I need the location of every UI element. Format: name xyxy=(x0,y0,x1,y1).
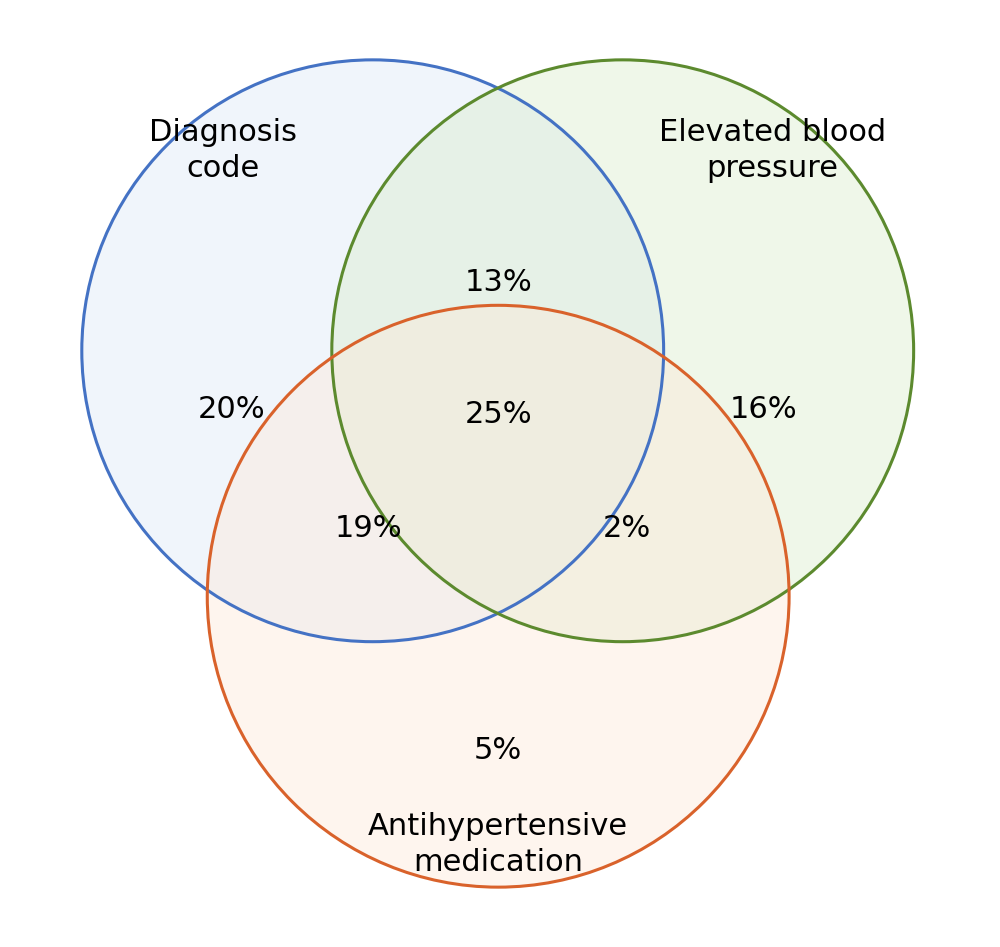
Text: Antihypertensive
medication: Antihypertensive medication xyxy=(368,812,628,877)
Text: 13%: 13% xyxy=(464,268,532,297)
Circle shape xyxy=(207,305,789,887)
Text: 5%: 5% xyxy=(474,736,522,765)
Text: 2%: 2% xyxy=(603,513,651,543)
Text: 16%: 16% xyxy=(730,395,797,424)
Text: 25%: 25% xyxy=(464,400,532,429)
Text: 19%: 19% xyxy=(334,513,402,543)
Circle shape xyxy=(82,60,664,642)
Text: Diagnosis
code: Diagnosis code xyxy=(149,118,297,183)
Text: Elevated blood
pressure: Elevated blood pressure xyxy=(659,118,886,183)
Text: 20%: 20% xyxy=(198,395,266,424)
Circle shape xyxy=(332,60,914,642)
